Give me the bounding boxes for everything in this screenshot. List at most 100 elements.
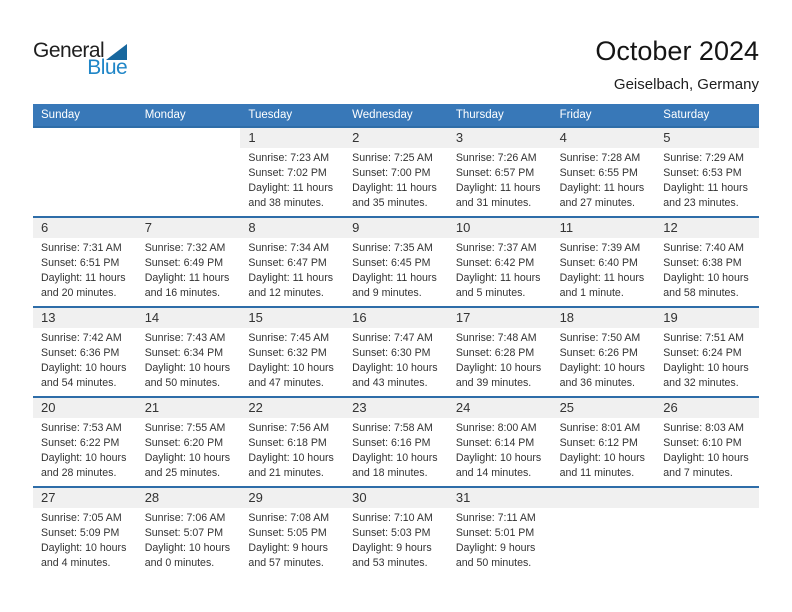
sunset-text: Sunset: 5:01 PM (455, 527, 535, 539)
sunset-text: Sunset: 6:20 PM (144, 437, 224, 449)
day-number: 25 (551, 398, 656, 418)
day-cell-15: 15 Sunrise: 7:45 AM Sunset: 6:32 PM Dayligh… (240, 308, 345, 396)
sunrise-text: Sunrise: 8:03 AM (663, 422, 744, 434)
sunset-text: Sunset: 6:57 PM (455, 167, 535, 179)
daylight-text-line1: Daylight: 11 hours (559, 182, 645, 194)
day-number: 31 (447, 488, 552, 508)
day-cell-19: 19 Sunrise: 7:51 AM Sunset: 6:24 PM Dayligh… (655, 308, 759, 396)
daylight-text-line1: Daylight: 11 hours (352, 182, 437, 194)
sunrise-text: Sunrise: 7:48 AM (455, 332, 537, 344)
day-cell-3: 3 Sunrise: 7:26 AM Sunset: 6:57 PM Daylight… (447, 128, 552, 216)
day-number: 2 (344, 128, 448, 148)
sunrise-text: Sunrise: 7:43 AM (144, 332, 226, 344)
daylight-text-line1: Daylight: 10 hours (144, 362, 231, 374)
daylight-text-line1: Daylight: 11 hours (41, 272, 126, 284)
day-cell-6: 6 Sunrise: 7:31 AM Sunset: 6:51 PM Daylight… (33, 218, 137, 306)
day-number: 28 (136, 488, 241, 508)
day-details: Sunrise: 7:11 AM Sunset: 5:01 PM Daylight:… (448, 508, 552, 571)
day-cell-18: 18 Sunrise: 7:50 AM Sunset: 6:26 PM Dayligh… (551, 308, 656, 396)
day-cell-31: 31 Sunrise: 7:11 AM Sunset: 5:01 PM Dayligh… (447, 488, 552, 576)
day-header-tuesday: Tuesday (248, 109, 293, 121)
sunrise-text: Sunrise: 7:39 AM (559, 242, 641, 254)
sunrise-text: Sunrise: 7:56 AM (248, 422, 330, 434)
day-header-saturday: Saturday (663, 109, 710, 121)
daylight-text-line1: Daylight: 10 hours (559, 362, 645, 374)
day-details: Sunrise: 7:48 AM Sunset: 6:28 PM Daylight:… (448, 328, 552, 391)
day-header-thursday: Thursday (455, 109, 504, 121)
day-details: Sunrise: 7:43 AM Sunset: 6:34 PM Daylight:… (137, 328, 241, 391)
daylight-text-line2: and 21 minutes. (248, 467, 324, 479)
daylight-text-line2: and 14 minutes. (455, 467, 532, 479)
sunset-text: Sunset: 6:16 PM (352, 437, 431, 449)
daylight-text-line1: Daylight: 11 hours (455, 272, 541, 284)
day-details: Sunrise: 7:51 AM Sunset: 6:24 PM Daylight:… (655, 328, 759, 391)
day-number: 29 (240, 488, 345, 508)
sunset-text: Sunset: 6:49 PM (144, 257, 224, 269)
day-number: 6 (33, 218, 137, 238)
daylight-text-line1: Daylight: 10 hours (455, 452, 542, 464)
day-number: 15 (240, 308, 345, 328)
sunrise-text: Sunrise: 7:58 AM (352, 422, 433, 434)
daylight-text-line2: and 4 minutes. (41, 557, 111, 569)
daylight-text-line2: and 23 minutes. (663, 197, 739, 209)
day-cell-28: 28 Sunrise: 7:06 AM Sunset: 5:07 PM Dayligh… (136, 488, 241, 576)
week-row: 20 Sunrise: 7:53 AM Sunset: 6:22 PM Dayligh… (33, 396, 759, 486)
daylight-text-line2: and 53 minutes. (352, 557, 428, 569)
daylight-text-line2: and 50 minutes. (455, 557, 532, 569)
day-cell-23: 23 Sunrise: 7:58 AM Sunset: 6:16 PM Dayligh… (344, 398, 448, 486)
sunrise-text: Sunrise: 7:35 AM (352, 242, 433, 254)
day-number: 12 (655, 218, 759, 238)
month-title: October 2024 (595, 36, 759, 66)
day-details: Sunrise: 7:06 AM Sunset: 5:07 PM Daylight:… (137, 508, 241, 571)
day-cell-empty (551, 488, 656, 576)
daylight-text-line1: Daylight: 10 hours (41, 362, 127, 374)
day-details: Sunrise: 7:35 AM Sunset: 6:45 PM Daylight:… (344, 238, 448, 301)
day-cell-7: 7 Sunrise: 7:32 AM Sunset: 6:49 PM Daylight… (136, 218, 241, 306)
calendar-weeks: 1 Sunrise: 7:23 AM Sunset: 7:02 PM Daylight… (33, 126, 759, 576)
day-number: 23 (344, 398, 448, 418)
day-cell-29: 29 Sunrise: 7:08 AM Sunset: 5:05 PM Dayligh… (240, 488, 345, 576)
day-cell-10: 10 Sunrise: 7:37 AM Sunset: 6:42 PM Dayligh… (447, 218, 552, 306)
day-header-friday: Friday (559, 109, 592, 121)
sunset-text: Sunset: 6:47 PM (248, 257, 327, 269)
daylight-text-line2: and 57 minutes. (248, 557, 324, 569)
daylight-text-line1: Daylight: 11 hours (663, 182, 748, 194)
generalblue-logo: General Blue (33, 39, 128, 80)
sunset-text: Sunset: 6:24 PM (663, 347, 742, 359)
day-number: 5 (655, 128, 759, 148)
day-details: Sunrise: 7:25 AM Sunset: 7:00 PM Daylight:… (344, 148, 448, 211)
sunset-text: Sunset: 6:51 PM (41, 257, 120, 269)
day-cell-16: 16 Sunrise: 7:47 AM Sunset: 6:30 PM Dayligh… (344, 308, 448, 396)
sunrise-text: Sunrise: 7:45 AM (248, 332, 330, 344)
day-number (551, 488, 656, 508)
day-details: Sunrise: 7:23 AM Sunset: 7:02 PM Daylight:… (240, 148, 344, 211)
day-number: 17 (447, 308, 552, 328)
daylight-text-line2: and 28 minutes. (41, 467, 117, 479)
day-number: 30 (344, 488, 448, 508)
day-cell-8: 8 Sunrise: 7:34 AM Sunset: 6:47 PM Daylight… (240, 218, 345, 306)
title-block: October 2024 Geiselbach, Germany (595, 36, 759, 93)
sunset-text: Sunset: 6:22 PM (41, 437, 120, 449)
day-cell-25: 25 Sunrise: 8:01 AM Sunset: 6:12 PM Dayligh… (551, 398, 656, 486)
day-details: Sunrise: 7:32 AM Sunset: 6:49 PM Daylight:… (137, 238, 241, 301)
day-details: Sunrise: 8:01 AM Sunset: 6:12 PM Daylight:… (552, 418, 656, 481)
daylight-text-line2: and 54 minutes. (41, 377, 117, 389)
daylight-text-line2: and 27 minutes. (559, 197, 635, 209)
day-cell-20: 20 Sunrise: 7:53 AM Sunset: 6:22 PM Dayligh… (33, 398, 137, 486)
day-cell-5: 5 Sunrise: 7:29 AM Sunset: 6:53 PM Daylight… (655, 128, 759, 216)
day-details: Sunrise: 7:55 AM Sunset: 6:20 PM Daylight:… (137, 418, 241, 481)
sunrise-text: Sunrise: 7:06 AM (144, 512, 226, 524)
day-header-wednesday: Wednesday (352, 109, 413, 121)
sunset-text: Sunset: 6:14 PM (455, 437, 535, 449)
sunrise-text: Sunrise: 7:08 AM (248, 512, 330, 524)
day-cell-empty (33, 128, 137, 216)
day-number: 7 (136, 218, 241, 238)
day-details: Sunrise: 7:28 AM Sunset: 6:55 PM Daylight:… (552, 148, 656, 211)
day-cell-2: 2 Sunrise: 7:25 AM Sunset: 7:00 PM Daylight… (344, 128, 448, 216)
day-cell-11: 11 Sunrise: 7:39 AM Sunset: 6:40 PM Dayligh… (551, 218, 656, 306)
sunset-text: Sunset: 7:00 PM (352, 167, 431, 179)
daylight-text-line2: and 50 minutes. (144, 377, 221, 389)
day-number: 21 (136, 398, 241, 418)
sunset-text: Sunset: 6:40 PM (559, 257, 638, 269)
